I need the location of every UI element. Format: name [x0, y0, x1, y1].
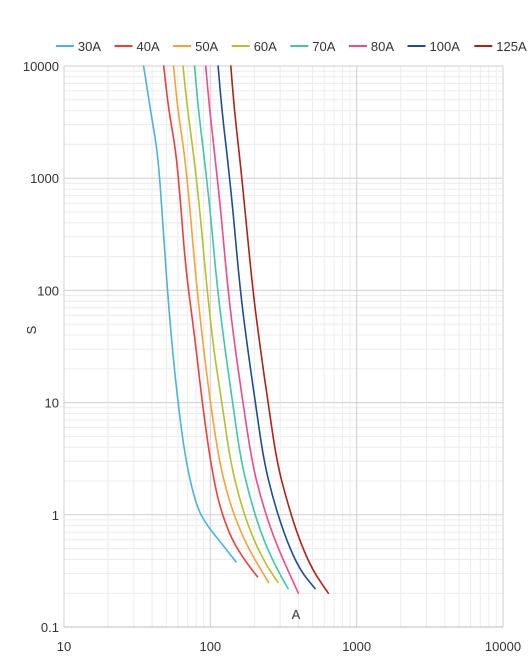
legend-item-30a[interactable]: 30A	[55, 39, 101, 54]
legend-label: 40A	[137, 39, 160, 54]
series-layer	[142, 65, 330, 594]
legend-item-125a[interactable]: 125A	[474, 39, 527, 54]
series-line-80a	[204, 65, 300, 594]
legend-item-60a[interactable]: 60A	[231, 39, 277, 54]
legend-label: 30A	[78, 39, 101, 54]
series-line-125a	[230, 65, 330, 594]
y-tick-label: 0.1	[41, 620, 59, 635]
y-tick-label: 1	[52, 508, 59, 523]
series-line-60a	[182, 65, 279, 584]
x-tick-label: 10000	[485, 639, 521, 654]
chart-grid	[63, 65, 504, 628]
legend-item-40a[interactable]: 40A	[114, 39, 160, 54]
y-axis-ticks: 0.1 1 10 100 1000 10000	[23, 59, 59, 635]
legend-item-50a[interactable]: 50A	[173, 39, 219, 54]
legend-label: 50A	[195, 39, 218, 54]
y-tick-label: 100	[37, 283, 59, 298]
series-line-50a	[172, 65, 270, 584]
x-axis-title: A	[292, 607, 301, 622]
legend: 30A 40A 50A 60A 70A 80A 100A 125A	[55, 39, 527, 54]
legend-label: 100A	[430, 39, 461, 54]
series-line-30a	[142, 65, 237, 563]
y-axis-title: S	[24, 325, 39, 334]
y-tick-label: 10000	[23, 59, 59, 74]
series-line-100a	[217, 65, 316, 590]
y-tick-label: 10	[45, 396, 59, 411]
legend-item-70a[interactable]: 70A	[290, 39, 336, 54]
series-line-40a	[162, 65, 259, 578]
legend-label: 60A	[254, 39, 277, 54]
series-line-70a	[193, 65, 289, 590]
x-axis-ticks: 10 100 1000 10000	[57, 639, 521, 654]
legend-label: 125A	[496, 39, 527, 54]
y-tick-label: 1000	[30, 171, 59, 186]
x-tick-label: 1000	[342, 639, 371, 654]
x-tick-label: 100	[199, 639, 221, 654]
legend-label: 70A	[312, 39, 335, 54]
legend-label: 80A	[371, 39, 394, 54]
legend-item-80a[interactable]: 80A	[348, 39, 394, 54]
legend-item-100a[interactable]: 100A	[407, 39, 461, 54]
x-tick-label: 10	[57, 639, 71, 654]
